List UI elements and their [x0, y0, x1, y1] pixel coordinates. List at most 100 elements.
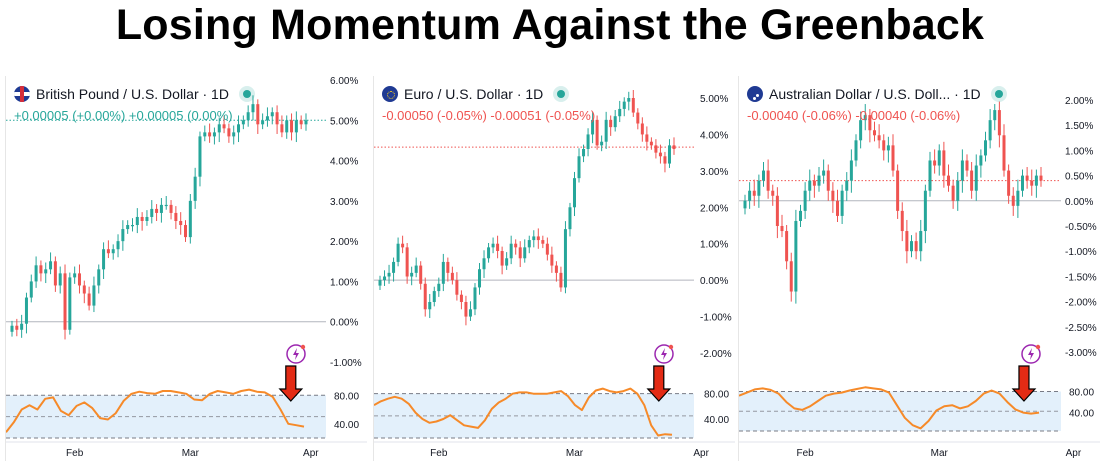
candle-up	[102, 249, 106, 270]
candle-down	[275, 112, 279, 125]
candle-down	[545, 243, 549, 255]
oscillator-line	[374, 387, 673, 437]
candle-down	[514, 243, 518, 248]
candle-up	[130, 225, 134, 227]
x-tick-label: Apr	[693, 448, 709, 459]
y-tick-label: -0.50%	[1065, 222, 1097, 233]
candle-up	[886, 145, 890, 151]
candle-up	[20, 323, 24, 330]
candle-down	[609, 119, 613, 128]
y-tick-label: 0.00%	[330, 318, 358, 329]
osc-tick-label: 80.00	[334, 391, 359, 402]
candle-down	[636, 112, 640, 124]
candle-down	[15, 325, 19, 330]
lightning-bolt	[293, 348, 299, 360]
oscillator-line	[6, 388, 305, 433]
candle-up	[757, 180, 761, 196]
candle-down	[140, 216, 144, 221]
candle-down	[882, 140, 886, 151]
candle-down	[900, 210, 904, 232]
candle-up	[509, 243, 513, 259]
candle-up	[586, 134, 590, 149]
candle-up	[212, 132, 216, 137]
candle-down	[868, 115, 872, 131]
candle-down	[541, 240, 545, 244]
candle-down	[1025, 175, 1029, 181]
candle-up	[532, 236, 536, 241]
notification-dot	[300, 344, 306, 350]
oscillator-band	[6, 395, 326, 438]
y-tick-label: -1.50%	[1065, 272, 1097, 283]
candle-up	[261, 120, 265, 125]
candle-down	[222, 124, 226, 129]
candle-down	[672, 145, 676, 149]
chart-panel-gbpusd[interactable]: 6.00% 5.00% 4.00% 3.00% 2.00% 1.00% 0.00% -1.00…	[5, 76, 367, 461]
y-tick-label: 1.00%	[1065, 146, 1093, 157]
candle-up	[92, 285, 96, 306]
candle-up	[743, 200, 747, 209]
candle-up	[73, 273, 77, 278]
candle-up	[241, 120, 245, 125]
osc-tick-label: 40.00	[334, 420, 359, 431]
candle-up	[294, 120, 298, 133]
candle-down	[256, 104, 260, 125]
candle-up	[960, 160, 964, 181]
candle-down	[419, 265, 423, 284]
down-arrow-icon	[646, 365, 672, 402]
candle-up	[523, 247, 527, 259]
candle-up	[121, 229, 125, 242]
candle-up	[803, 190, 807, 211]
candle-down	[970, 170, 974, 191]
candle-down	[423, 283, 427, 310]
down-arrow-icon	[278, 365, 304, 402]
candle-up	[859, 120, 863, 141]
y-tick-label: 0.00%	[700, 276, 728, 287]
candle-up	[919, 231, 923, 252]
candle-up	[58, 273, 62, 286]
candle-up	[527, 240, 531, 248]
candle-down	[942, 150, 946, 176]
candle-down	[831, 190, 835, 201]
candle-up	[387, 272, 391, 277]
chart-panel-audusd[interactable]: 2.00% 1.50% 1.00% 0.50% 0.00% -0.50% -1.00% -1.…	[738, 76, 1100, 461]
candle-down	[174, 212, 178, 221]
candle-up	[923, 190, 927, 232]
candle-up	[505, 258, 509, 266]
candle-up	[482, 258, 486, 270]
candle-up	[437, 283, 441, 292]
candle-up	[627, 98, 631, 102]
candle-up	[849, 160, 853, 181]
candle-down	[290, 120, 294, 133]
candle-up	[217, 124, 221, 133]
lightning-bolt	[1028, 348, 1034, 360]
candle-up	[150, 208, 154, 217]
candle-up	[29, 281, 33, 298]
candle-up	[582, 149, 586, 157]
candle-down	[63, 273, 67, 330]
chart-panel-eurusd[interactable]: 5.00% 4.00% 3.00% 2.00% 1.00% 0.00% -1.00% -2.0…	[373, 76, 735, 461]
candle-down	[464, 302, 468, 317]
candle-down	[184, 225, 188, 238]
candle-up	[591, 119, 595, 135]
y-tick-label: 4.00%	[330, 157, 358, 168]
candle-up	[577, 156, 581, 179]
y-tick-label: 0.00%	[1065, 197, 1093, 208]
candle-up	[410, 272, 414, 277]
candle-up	[748, 190, 752, 201]
candle-down	[789, 261, 793, 292]
candle-down	[933, 160, 937, 166]
candle-down	[82, 285, 86, 294]
candle-down	[649, 141, 653, 146]
page-title: Losing Momentum Against the Greenback	[115, 1, 985, 49]
candle-up	[414, 265, 418, 273]
candle-up	[232, 132, 236, 137]
candle-down	[455, 280, 459, 295]
candle-up	[383, 276, 387, 281]
candle-down	[658, 152, 662, 157]
candle-down	[997, 110, 1001, 136]
candle-down	[771, 190, 775, 196]
y-tick-label: -2.00%	[1065, 298, 1097, 309]
candle-up	[845, 180, 849, 191]
candle-up	[396, 243, 400, 262]
candle-up	[159, 204, 163, 213]
